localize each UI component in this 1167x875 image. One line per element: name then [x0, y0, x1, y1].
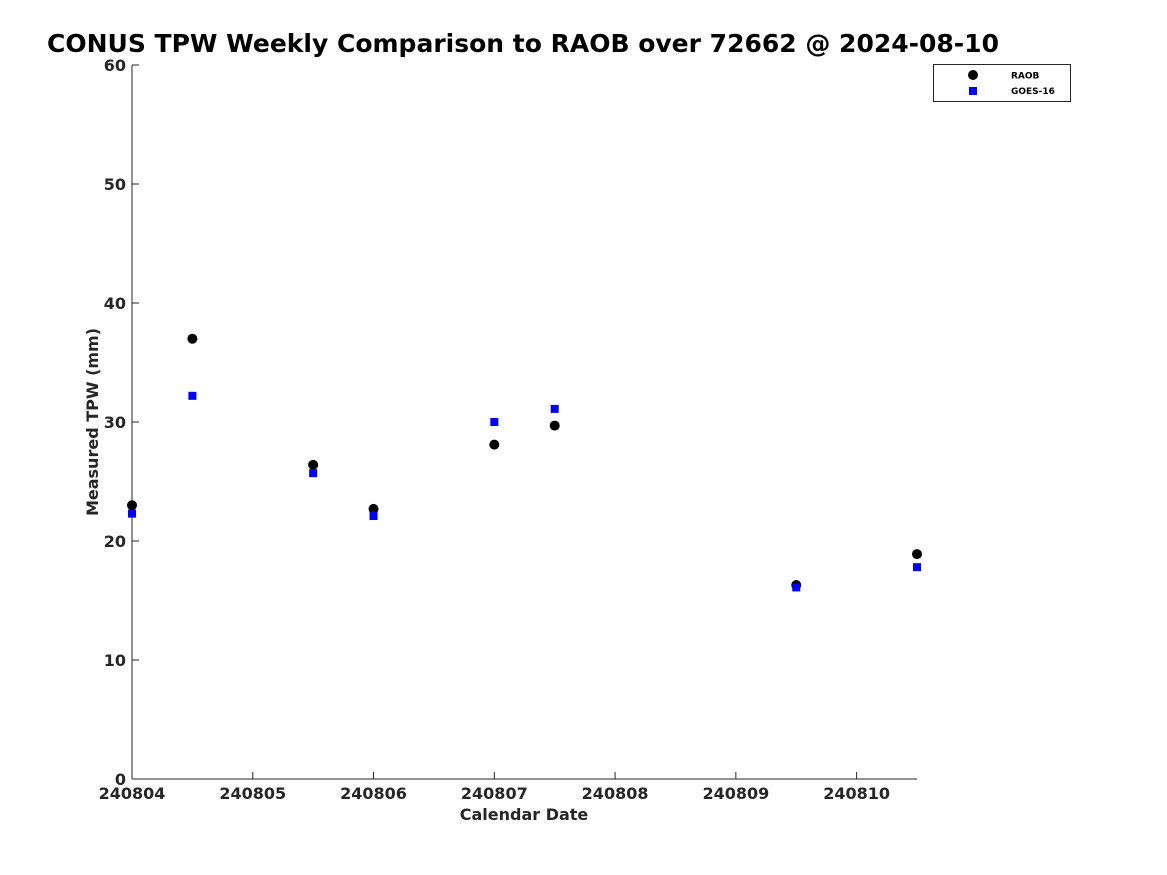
y-axis-label: Measured TPW (mm) — [83, 328, 102, 516]
point-raob — [308, 459, 319, 470]
legend: RAOB GOES-16 — [933, 64, 1071, 102]
x-tick-label: 240805 — [219, 784, 286, 803]
legend-box — [933, 64, 1071, 102]
legend-marker-goes16 — [969, 87, 977, 95]
y-axis-ticks: 0 10 20 30 40 50 60 — [104, 56, 139, 789]
point-goes16 — [792, 583, 801, 592]
point-raob — [489, 439, 500, 450]
chart-title: CONUS TPW Weekly Comparison to RAOB over… — [47, 29, 999, 58]
y-tick-label: 50 — [104, 175, 126, 194]
point-goes16 — [550, 404, 559, 413]
point-goes16 — [913, 563, 921, 572]
point-goes16 — [369, 512, 378, 521]
y-tick-label: 10 — [104, 651, 126, 670]
point-goes16 — [309, 469, 318, 478]
point-raob — [187, 333, 198, 344]
point-raob — [549, 420, 560, 431]
x-tick-label: 240804 — [99, 784, 166, 803]
legend-label-raob: RAOB — [1011, 72, 1040, 82]
x-tick-label: 240807 — [461, 784, 528, 803]
point-raob — [127, 500, 137, 511]
x-tick-label: 240809 — [702, 784, 769, 803]
data-points — [127, 333, 922, 592]
legend-marker-raob — [968, 70, 978, 80]
point-goes16 — [490, 418, 499, 426]
y-tick-label: 40 — [104, 294, 126, 313]
legend-label-goes16: GOES-16 — [1011, 87, 1055, 97]
y-tick-label: 60 — [104, 56, 126, 75]
x-tick-label: 240808 — [582, 784, 649, 803]
x-axis-label: Calendar Date — [460, 805, 589, 824]
y-tick-label: 0 — [115, 770, 126, 789]
x-tick-label: 240810 — [823, 784, 890, 803]
y-tick-label: 20 — [104, 532, 126, 551]
point-goes16 — [188, 391, 197, 400]
point-raob — [912, 549, 922, 560]
x-tick-label: 240806 — [340, 784, 407, 803]
point-raob — [368, 503, 379, 514]
x-axis-ticks: 240804 240805 240806 240807 240808 240809 2408… — [99, 772, 890, 803]
point-goes16 — [128, 509, 136, 518]
y-tick-label: 30 — [104, 413, 126, 432]
